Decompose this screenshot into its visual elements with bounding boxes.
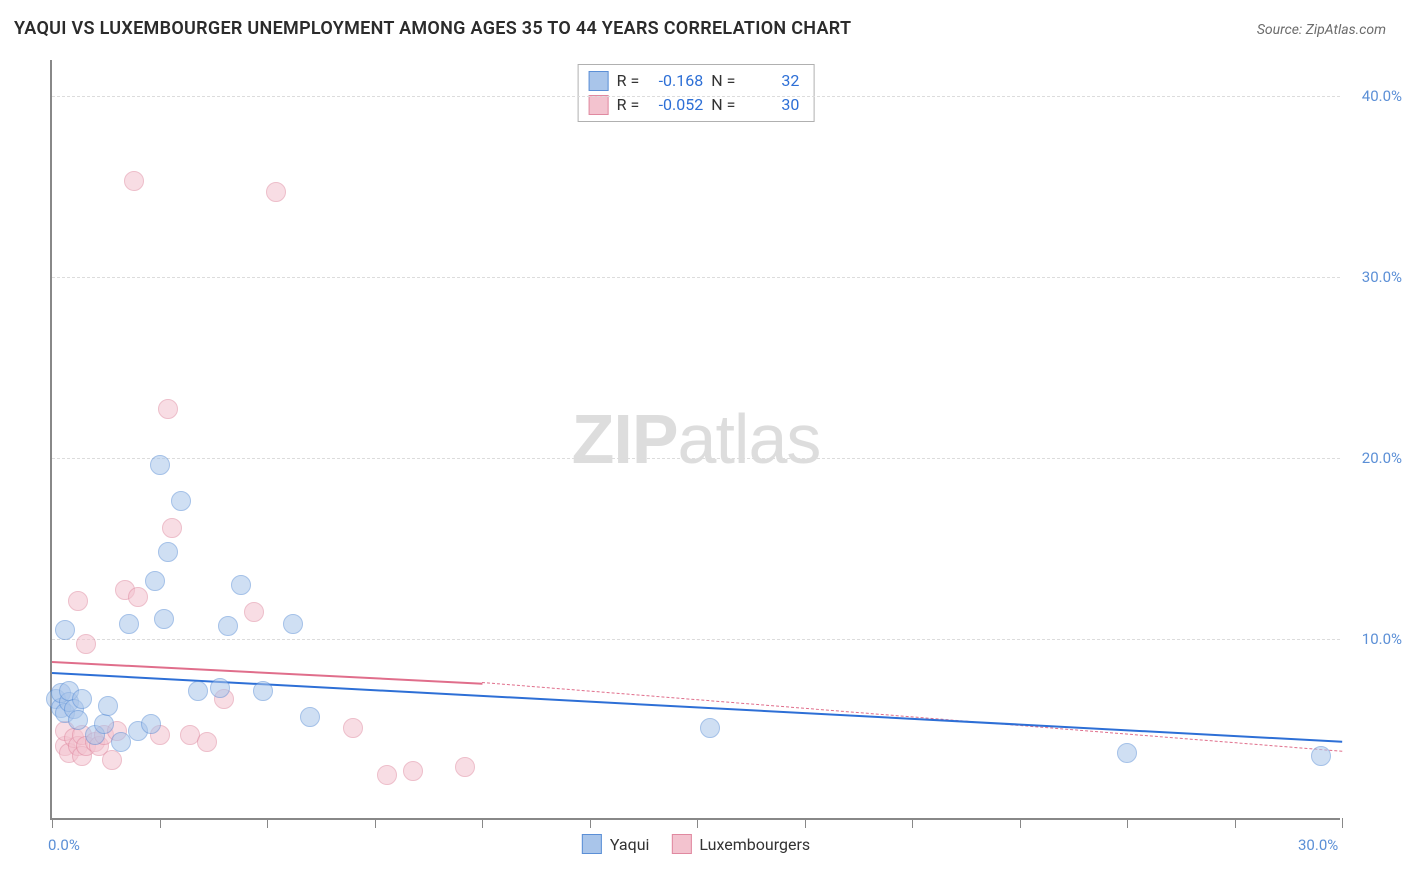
source-attribution: Source: ZipAtlas.com bbox=[1257, 22, 1386, 38]
x-tick-label: 0.0% bbox=[48, 836, 80, 854]
chart-title: YAQUI VS LUXEMBOURGER UNEMPLOYMENT AMONG… bbox=[14, 18, 851, 39]
data-point bbox=[158, 542, 178, 562]
x-tick bbox=[697, 818, 698, 828]
data-point bbox=[1117, 743, 1137, 763]
data-point bbox=[158, 399, 178, 419]
data-point bbox=[197, 732, 217, 752]
data-point bbox=[244, 602, 264, 622]
y-tick-label: 20.0% bbox=[1362, 449, 1402, 467]
data-point bbox=[98, 696, 118, 716]
grid-line bbox=[52, 96, 1340, 97]
data-point bbox=[218, 616, 238, 636]
data-point bbox=[266, 182, 286, 202]
swatch-lux bbox=[589, 95, 609, 115]
correlation-legend: R = -0.168 N = 32 R = -0.052 N = 30 bbox=[578, 64, 815, 122]
grid-line bbox=[52, 639, 1340, 640]
data-point bbox=[700, 718, 720, 738]
x-tick bbox=[912, 818, 913, 828]
legend-item-yaqui: Yaqui bbox=[582, 834, 650, 854]
x-tick bbox=[482, 818, 483, 828]
data-point bbox=[102, 750, 122, 770]
swatch-yaqui bbox=[582, 834, 602, 854]
data-point bbox=[283, 614, 303, 634]
data-point bbox=[171, 491, 191, 511]
grid-line bbox=[52, 458, 1340, 459]
data-point bbox=[210, 678, 230, 698]
x-tick bbox=[160, 818, 161, 828]
chart-container: YAQUI VS LUXEMBOURGER UNEMPLOYMENT AMONG… bbox=[0, 0, 1406, 892]
data-point bbox=[124, 171, 144, 191]
corr-row-yaqui: R = -0.168 N = 32 bbox=[589, 69, 800, 93]
legend-item-lux: Luxembourgers bbox=[671, 834, 810, 854]
data-point bbox=[68, 591, 88, 611]
data-point bbox=[377, 765, 397, 785]
watermark: ZIPatlas bbox=[572, 399, 821, 479]
x-tick bbox=[267, 818, 268, 828]
data-point bbox=[150, 455, 170, 475]
x-tick bbox=[805, 818, 806, 828]
data-point bbox=[94, 714, 114, 734]
swatch-yaqui bbox=[589, 71, 609, 91]
bottom-legend: Yaqui Luxembourgers bbox=[582, 834, 810, 854]
grid-line bbox=[52, 277, 1340, 278]
data-point bbox=[119, 614, 139, 634]
x-tick bbox=[1020, 818, 1021, 828]
x-tick bbox=[1127, 818, 1128, 828]
y-tick-label: 40.0% bbox=[1362, 87, 1402, 105]
data-point bbox=[154, 609, 174, 629]
y-tick-label: 30.0% bbox=[1362, 268, 1402, 286]
data-point bbox=[162, 518, 182, 538]
data-point bbox=[455, 757, 475, 777]
data-point bbox=[403, 761, 423, 781]
data-point bbox=[188, 681, 208, 701]
data-point bbox=[300, 707, 320, 727]
data-point bbox=[1311, 746, 1331, 766]
data-point bbox=[145, 571, 165, 591]
x-tick-label: 30.0% bbox=[1298, 836, 1338, 854]
data-point bbox=[141, 714, 161, 734]
x-tick bbox=[1342, 818, 1343, 828]
swatch-lux bbox=[671, 834, 691, 854]
x-tick bbox=[1235, 818, 1236, 828]
x-tick bbox=[52, 818, 53, 828]
y-tick-label: 10.0% bbox=[1362, 630, 1402, 648]
data-point bbox=[253, 681, 273, 701]
data-point bbox=[76, 634, 96, 654]
trend-line bbox=[52, 672, 1342, 743]
plot-area: ZIPatlas R = -0.168 N = 32 R = -0.052 N … bbox=[50, 60, 1340, 820]
data-point bbox=[128, 587, 148, 607]
data-point bbox=[231, 575, 251, 595]
x-tick bbox=[375, 818, 376, 828]
data-point bbox=[72, 689, 92, 709]
data-point bbox=[55, 620, 75, 640]
x-tick bbox=[590, 818, 591, 828]
data-point bbox=[68, 710, 88, 730]
trend-line bbox=[52, 661, 482, 685]
data-point bbox=[343, 718, 363, 738]
